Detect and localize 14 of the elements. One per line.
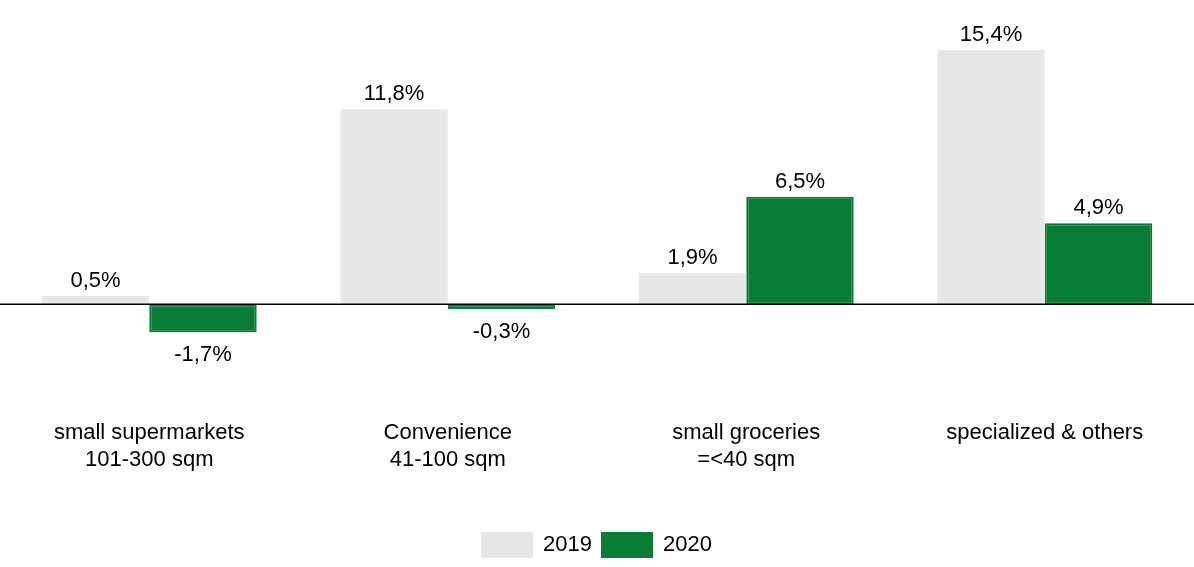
data-label: -1,7%: [174, 341, 232, 367]
legend-label: 2020: [663, 531, 712, 557]
x-tick-label: specialized & others: [946, 419, 1144, 445]
x-tick-label: Convenience 41-100 sqm: [383, 419, 512, 471]
x-tick-label: small supermarkets 101-300 sqm: [53, 419, 245, 471]
data-label: -0,3%: [472, 318, 531, 344]
data-label: 15,4%: [959, 20, 1023, 46]
data-label: 6,5%: [774, 167, 826, 193]
legend-label: 2019: [543, 531, 593, 557]
data-label: 11,8%: [363, 80, 425, 106]
x-tick-label: small groceries =<40 sqm: [672, 419, 821, 471]
data-label: 0,5%: [70, 266, 121, 292]
data-label: 1,9%: [667, 243, 718, 269]
data-label: 4,9%: [1073, 194, 1124, 220]
